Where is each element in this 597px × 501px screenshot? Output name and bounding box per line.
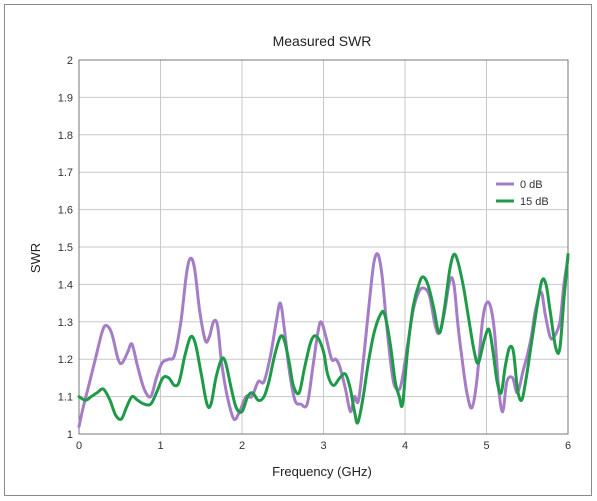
- series-lines: [77, 252, 570, 428]
- y-tick-label: 1: [67, 429, 73, 441]
- x-tick-label: 4: [402, 440, 408, 452]
- x-tick-label: 1: [157, 440, 163, 452]
- x-tick-label: 2: [239, 440, 245, 452]
- y-axis-title: SWR: [28, 243, 43, 273]
- grid: [78, 59, 569, 435]
- tick-labels: 0 1 2 3 4 5 611.11.21.31.41.51.61.71.81.92: [58, 55, 571, 452]
- y-tick-label: 1.2: [58, 354, 73, 366]
- x-tick-label: 5: [483, 440, 489, 452]
- series-line-0-db: [77, 252, 570, 428]
- x-axis-title: Frequency (GHz): [272, 464, 372, 479]
- chart-frame: [4, 4, 592, 496]
- y-tick-label: 1.5: [58, 242, 73, 254]
- legend-label-0-db: 0 dB: [520, 179, 543, 191]
- y-tick-label: 2: [67, 55, 73, 67]
- x-tick-label: 6: [565, 440, 571, 452]
- plot-border: [78, 59, 569, 435]
- legend-label-15-db: 15 dB: [520, 196, 549, 208]
- y-tick-label: 1.4: [58, 279, 73, 291]
- series-line-15-db: [77, 252, 570, 425]
- y-tick-label: 1.7: [58, 167, 73, 179]
- legend: 0 dB 15 dB: [496, 179, 549, 208]
- y-tick-label: 1.3: [58, 317, 73, 329]
- chart-title: Measured SWR: [273, 33, 372, 49]
- x-tick-label: 0: [76, 440, 82, 452]
- y-tick-label: 1.1: [58, 392, 73, 404]
- y-tick-label: 1.8: [58, 130, 73, 142]
- x-tick-label: 3: [320, 440, 326, 452]
- y-tick-label: 1.9: [58, 92, 73, 104]
- y-tick-label: 1.6: [58, 205, 73, 217]
